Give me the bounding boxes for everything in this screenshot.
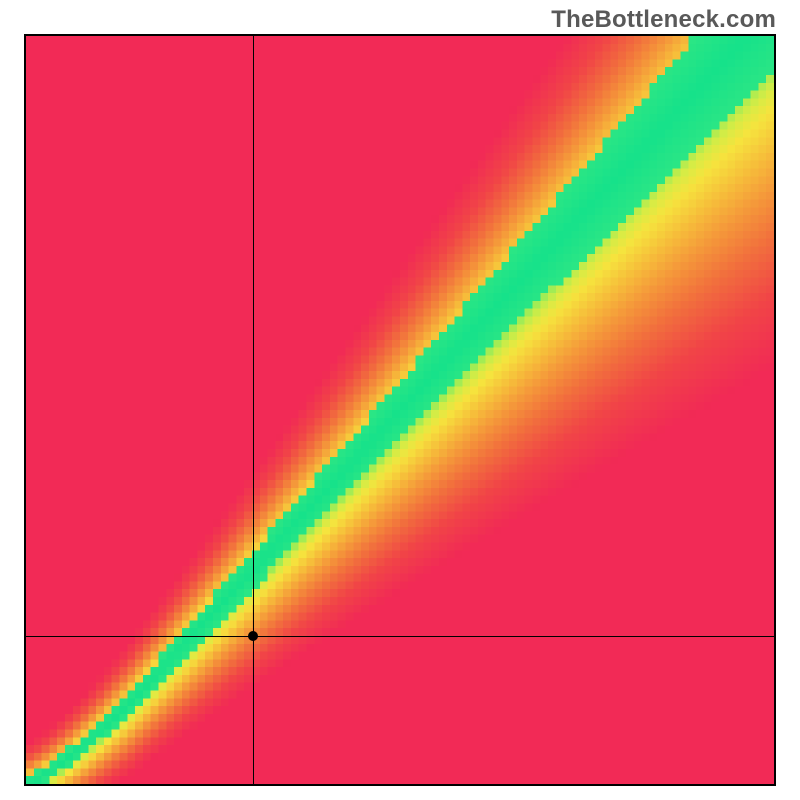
plot-frame: [24, 34, 776, 786]
crosshair-vertical: [253, 36, 254, 784]
heatmap-canvas: [26, 36, 774, 784]
chart-container: TheBottleneck.com: [0, 0, 800, 800]
target-point-marker: [248, 631, 258, 641]
crosshair-horizontal: [26, 636, 774, 637]
watermark-label: TheBottleneck.com: [551, 6, 776, 34]
